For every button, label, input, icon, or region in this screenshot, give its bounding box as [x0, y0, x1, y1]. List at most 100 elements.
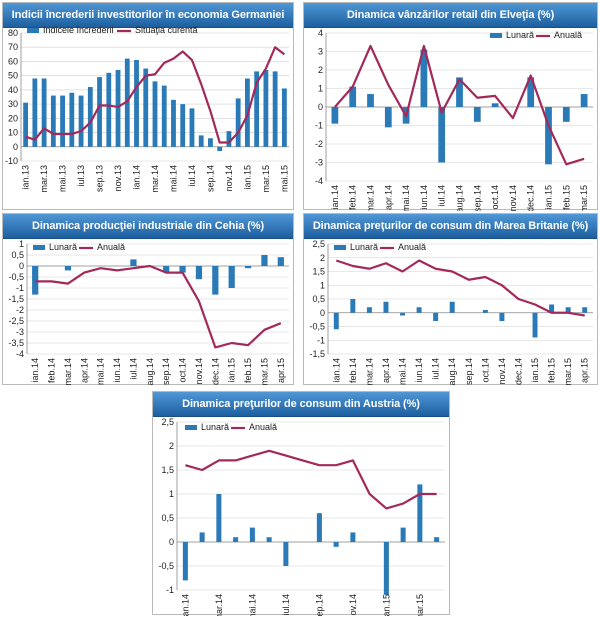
- grid: [21, 32, 289, 162]
- x-tick-label: mar.15: [261, 165, 271, 193]
- x-tick-label: ian.14: [331, 358, 341, 383]
- bar: [233, 537, 239, 542]
- legend-label: Lunară: [49, 242, 77, 252]
- x-tick-label: dec.14: [526, 185, 536, 211]
- bar: [161, 85, 167, 147]
- y-tick-label: -4: [16, 349, 24, 359]
- bar: [64, 266, 72, 271]
- x-tick-label: nov.14: [497, 358, 507, 384]
- x-tick-label: apr.14: [79, 358, 89, 383]
- y-tick-label: -2: [315, 139, 323, 149]
- y-tick-label: -4: [315, 176, 323, 186]
- bar: [249, 527, 255, 542]
- x-tick-label: sep.14: [464, 358, 474, 385]
- x-tick-label: ian.15: [227, 358, 237, 383]
- bar: [78, 95, 84, 147]
- y-tick-label: -3,5: [8, 338, 24, 348]
- x-tick-label: apr.14: [381, 358, 391, 383]
- bar-series: [32, 255, 284, 295]
- x-tick-label: oct.14: [490, 185, 500, 210]
- bar: [199, 532, 205, 542]
- legend-swatch-bar: [334, 245, 346, 250]
- x-tick-label: iul.14: [128, 358, 138, 380]
- grid: [328, 243, 593, 355]
- y-tick-label: -1: [317, 335, 325, 345]
- bar: [60, 95, 65, 147]
- bar: [69, 92, 75, 147]
- bar: [97, 77, 102, 147]
- chart-switzerland-retail-sales: -4 -3 -2 -1 0 1 2 3 4 ian.14 feb.14 mar.14 apr.14 mai…: [315, 28, 593, 211]
- bar: [163, 266, 170, 273]
- y-tick-label: 2: [318, 65, 323, 75]
- bar: [420, 49, 428, 107]
- x-axis: ian.14 feb.14 mar.14 apr.14 mai.14 iun.14 iul.…: [30, 358, 286, 386]
- x-tick-label: iun.14: [112, 358, 122, 383]
- bar-series: [23, 58, 287, 152]
- y-tick-label: 30: [8, 99, 18, 109]
- legend: Lunară Anuală: [490, 30, 582, 40]
- x-tick-label: mai.14: [401, 185, 411, 211]
- bar: [366, 307, 372, 313]
- bar: [384, 107, 392, 128]
- y-tick-label: 0: [318, 102, 323, 112]
- y-tick-label: 0: [169, 537, 174, 547]
- bar: [367, 94, 374, 107]
- x-tick-label: ian.15: [544, 185, 554, 210]
- x-tick-label: apr.15: [276, 358, 286, 383]
- legend-label: Situaţia curentă: [135, 25, 198, 35]
- bar: [217, 146, 223, 152]
- bar: [434, 537, 440, 542]
- y-tick-label: 1: [318, 84, 323, 94]
- x-tick-label: mar.14: [214, 594, 224, 616]
- bar: [283, 542, 289, 566]
- bar: [331, 107, 339, 124]
- bar: [134, 60, 139, 147]
- bar: [189, 108, 195, 147]
- y-tick-label: -1,5: [8, 294, 24, 304]
- legend: Indicele încrederii Situaţia curentă: [27, 25, 198, 35]
- bar: [261, 255, 268, 266]
- x-tick-label: ian.15: [242, 165, 252, 190]
- y-axis: -1 -0,5 0 0,5 1 1,5 2 2,5: [158, 417, 445, 595]
- bar: [491, 103, 499, 107]
- x-tick-label: ian.13: [21, 165, 31, 190]
- x-tick-label: iul.14: [437, 185, 447, 207]
- y-tick-label: 60: [8, 56, 18, 66]
- bar: [254, 71, 260, 147]
- chart-austria-consumer-prices: -1 -0,5 0 0,5 1 1,5 2 2,5 ian.14 mar.14 mai.14 iul.…: [158, 417, 445, 616]
- bar: [152, 81, 158, 147]
- bar: [433, 312, 439, 321]
- x-tick-label: apr.15: [580, 358, 590, 383]
- y-tick-label: -1: [166, 585, 174, 595]
- bar: [350, 299, 356, 313]
- line-series: [35, 264, 282, 349]
- bar: [416, 307, 422, 313]
- y-tick-label: 2: [320, 253, 325, 263]
- bar: [316, 513, 322, 542]
- y-tick-label: 1,5: [312, 267, 325, 277]
- y-tick-label: 4: [318, 28, 323, 38]
- bar: [216, 494, 222, 542]
- legend: Lunară Anuală: [33, 242, 125, 252]
- y-tick-label: -0,5: [158, 561, 174, 571]
- bar: [198, 135, 204, 147]
- line-series: [25, 46, 286, 144]
- y-tick-label: 0,5: [161, 513, 174, 523]
- chart-title: Dinamica preţurilor de consum din Austri…: [153, 392, 449, 417]
- x-tick-label: ian.14: [132, 165, 142, 190]
- bar: [549, 304, 555, 313]
- bar: [527, 77, 535, 107]
- chart-panel-czech-industrial-production: Dinamica producţiei industriale din Cehi…: [2, 213, 294, 386]
- x-tick-label: nov.14: [348, 594, 358, 616]
- bar: [383, 542, 389, 595]
- x-tick-label: iun.14: [419, 185, 429, 210]
- y-axis: -1,5 -1 -0,5 0 0,5 1 1,5 2 2,5: [309, 239, 593, 359]
- bar: [562, 107, 570, 122]
- legend-label: Anuală: [249, 422, 277, 432]
- x-tick-label: sep.13: [95, 165, 105, 192]
- x-tick-label: dec.14: [513, 358, 523, 385]
- bar: [350, 532, 356, 542]
- bar: [50, 95, 56, 147]
- bar: [400, 312, 406, 316]
- bar: [244, 266, 252, 269]
